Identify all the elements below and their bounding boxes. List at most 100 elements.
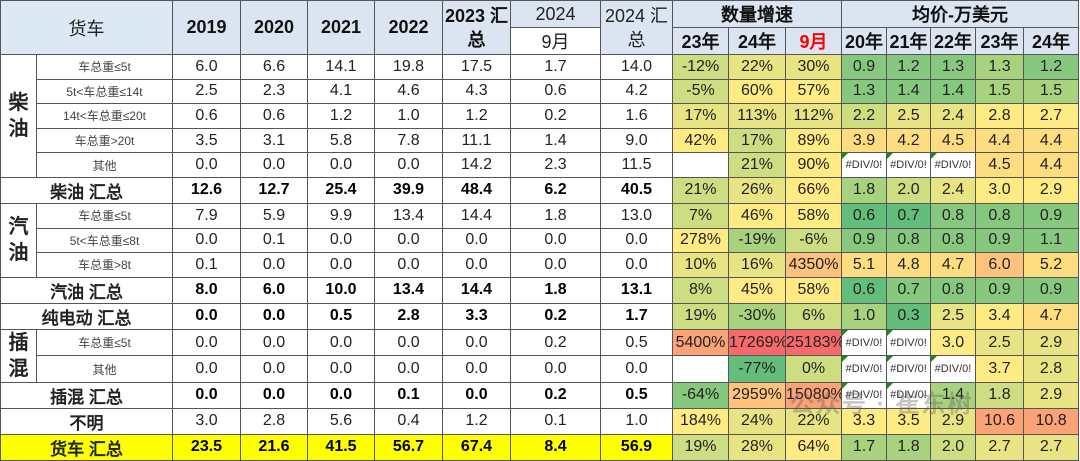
volume-cell: 1.4 — [510, 127, 601, 154]
price-cell: 1.1 — [1023, 227, 1080, 254]
volume-cell: 67.4 — [442, 433, 511, 461]
volume-cell: 0.0 — [307, 381, 375, 409]
volume-cell: 0.1 — [510, 407, 601, 435]
price-cell: 2.5 — [975, 328, 1025, 357]
volume-cell: 56.7 — [374, 433, 443, 461]
volume-cell: 2.8 — [374, 302, 443, 330]
price-cell: 3.0 — [975, 176, 1025, 204]
growth-cell: 17% — [728, 127, 786, 154]
volume-cell: 0.0 — [240, 152, 308, 178]
volume-cell: 0.0 — [240, 302, 308, 330]
volume-cell: 8.4 — [510, 433, 601, 461]
volume-cell: 12.7 — [240, 176, 308, 204]
volume-cell: 0.6 — [240, 103, 308, 129]
volume-cell: 14.1 — [307, 54, 375, 80]
row-label: 车总重≤5t — [36, 54, 173, 80]
price-cell: 6.0 — [975, 252, 1025, 278]
price-cell: 4.8 — [886, 252, 932, 278]
volume-cell: 6.6 — [240, 54, 308, 80]
price-cell: 1.4 — [930, 381, 977, 409]
row-label: 车总重>8t — [36, 252, 173, 278]
price-cell: 0.3 — [886, 302, 932, 330]
price-cell: 0.8 — [886, 227, 932, 254]
growth-cell: 58% — [784, 276, 843, 304]
price-cell: 2.7 — [1023, 433, 1080, 461]
header-price-21: 21年 — [886, 27, 932, 55]
volume-cell: 11.5 — [600, 152, 673, 178]
volume-cell: 0.0 — [510, 227, 601, 254]
row-label: 货车 汇总 — [0, 433, 173, 461]
volume-cell: 1.8 — [510, 202, 601, 229]
volume-cell: 0.2 — [510, 302, 601, 330]
price-cell: #DIV/0! — [886, 152, 932, 178]
price-cell: 2.9 — [1023, 328, 1080, 357]
price-cell: 0.8 — [975, 202, 1025, 229]
table-body: 柴油 车总重≤5t 6.0 6.6 14.1 19.8 17.5 1.7 14.0 -12% 22%… — [0, 54, 1080, 461]
price-cell: #DIV/0! — [841, 355, 888, 383]
table-row: 纯电动 汇总 0.0 0.0 0.5 2.8 3.3 0.2 1.7 19% -30% 6% 1.0 0… — [0, 302, 1080, 330]
price-cell: 0.9 — [841, 54, 888, 80]
row-label: 14t<车总重≤20t — [36, 103, 173, 129]
volume-cell: 0.5 — [600, 381, 673, 409]
growth-cell: 42% — [672, 127, 729, 154]
volume-cell: 0.0 — [600, 227, 673, 254]
row-label: 不明 — [0, 407, 173, 435]
price-cell: 3.4 — [975, 302, 1025, 330]
growth-cell: -77% — [728, 355, 786, 383]
growth-cell: 112% — [784, 103, 843, 129]
price-cell: 10.8 — [1023, 407, 1080, 435]
growth-cell: 24% — [728, 407, 786, 435]
price-cell: 1.0 — [841, 302, 888, 330]
price-cell: #DIV/0! — [886, 381, 932, 409]
price-cell: 4.4 — [1023, 127, 1080, 154]
price-cell: 2.5 — [886, 103, 932, 129]
price-cell: #DIV/0! — [841, 381, 888, 409]
growth-cell: 17269% — [728, 328, 786, 357]
volume-cell: 39.9 — [374, 176, 443, 204]
price-cell: 4.4 — [1023, 152, 1080, 178]
price-cell: 4.7 — [930, 252, 977, 278]
volume-cell: 0.1 — [240, 227, 308, 254]
growth-cell: 22% — [728, 54, 786, 80]
volume-cell: 13.4 — [374, 202, 443, 229]
table-row: 柴油 汇总 12.6 12.7 25.4 39.9 48.4 6.2 40.5 21% 26% 66… — [0, 176, 1080, 204]
volume-cell: 0.0 — [307, 152, 375, 178]
table-row: 汽油 汇总 8.0 6.0 10.0 13.4 14.4 1.8 13.1 8% 45% 58% 0.… — [0, 276, 1080, 304]
volume-cell: 0.0 — [307, 227, 375, 254]
growth-cell: -5% — [672, 78, 729, 105]
row-label: 5t<车总重≤8t — [36, 227, 173, 254]
volume-cell: 0.1 — [172, 252, 241, 278]
price-cell: #DIV/0! — [930, 355, 977, 383]
volume-cell: 0.0 — [510, 252, 601, 278]
volume-cell: 14.2 — [442, 152, 511, 178]
growth-cell: 5400% — [672, 328, 729, 357]
volume-cell: 6.0 — [172, 54, 241, 80]
growth-cell: 19% — [672, 433, 729, 461]
growth-cell — [672, 355, 729, 383]
volume-cell: 0.0 — [240, 381, 308, 409]
header-2023-total: 2023 汇总 — [442, 0, 511, 55]
growth-cell: 45% — [728, 276, 786, 304]
growth-cell: 15080% — [784, 381, 843, 409]
price-cell: 2.9 — [930, 407, 977, 435]
price-cell: 4.7 — [1023, 302, 1080, 330]
price-cell: 4.2 — [886, 127, 932, 154]
header-2022: 2022 — [374, 0, 443, 55]
header-2024-month: 9月 — [510, 27, 601, 55]
volume-cell: 0.0 — [307, 252, 375, 278]
header-price-22: 22年 — [930, 27, 977, 55]
growth-cell: 113% — [728, 103, 786, 129]
price-cell: 2.4 — [930, 176, 977, 204]
price-cell: 0.8 — [930, 202, 977, 229]
growth-cell: 8% — [672, 276, 729, 304]
price-cell: 4.4 — [975, 127, 1025, 154]
table-row: 不明 3.0 2.8 5.6 0.4 1.2 0.1 1.0 184% 24% 22% 3.3 3.5 2… — [0, 407, 1080, 435]
growth-cell: 21% — [672, 176, 729, 204]
volume-cell: 0.0 — [600, 252, 673, 278]
row-label: 其他 — [36, 355, 173, 383]
growth-cell: 28% — [728, 433, 786, 461]
header-price-24: 24年 — [1023, 27, 1080, 55]
volume-cell: 25.4 — [307, 176, 375, 204]
volume-cell: 0.0 — [442, 252, 511, 278]
volume-cell: 1.8 — [510, 276, 601, 304]
